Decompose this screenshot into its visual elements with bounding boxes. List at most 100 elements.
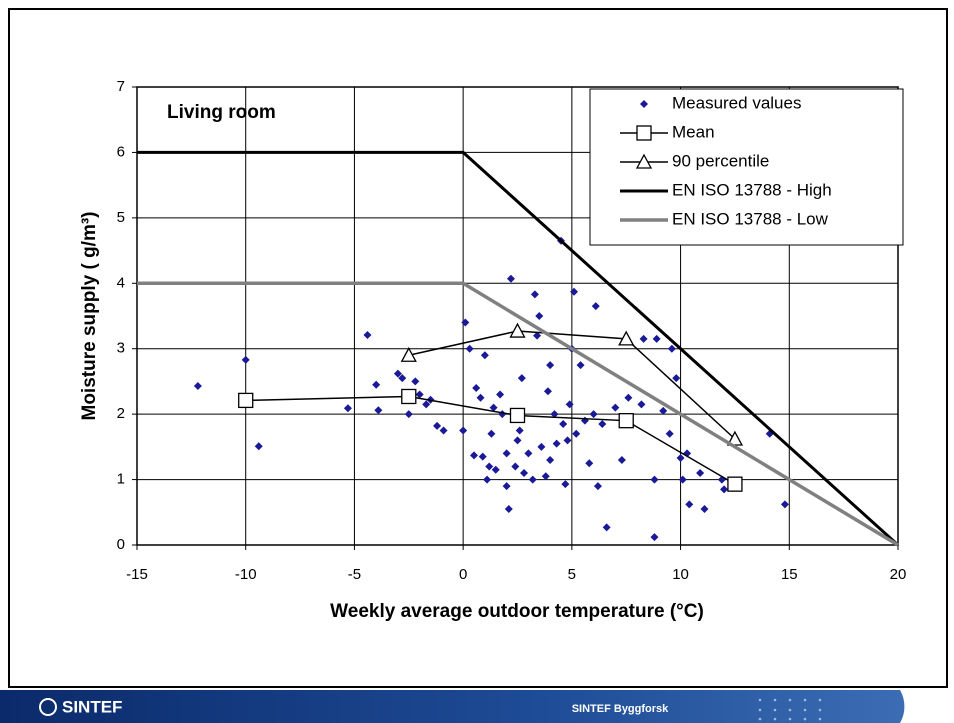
data-point <box>393 369 402 378</box>
marker <box>509 407 526 424</box>
x-tick-label: -5 <box>348 566 361 583</box>
data-point <box>489 403 498 412</box>
data-point <box>563 436 572 445</box>
x-tick-label: -15 <box>126 566 148 583</box>
data-point <box>439 426 448 435</box>
data-point <box>343 404 352 413</box>
data-point <box>576 361 585 370</box>
marker <box>618 413 634 429</box>
data-point <box>650 475 659 484</box>
data-point <box>504 505 513 514</box>
data-point <box>491 465 500 474</box>
data-point <box>543 387 552 396</box>
data-point <box>585 459 594 468</box>
data-point <box>517 374 526 383</box>
data-point <box>676 453 685 462</box>
logo-icon <box>39 698 57 716</box>
marker <box>727 476 743 492</box>
data-point <box>650 533 659 542</box>
data-point <box>487 429 496 438</box>
x-tick-label: 20 <box>890 566 907 583</box>
data-point <box>720 485 729 494</box>
y-tick-label: 4 <box>117 274 125 291</box>
data-point <box>478 452 487 461</box>
legend-label: 90 percentile <box>672 151 769 170</box>
legend-label: EN ISO 13788 - Low <box>672 209 829 228</box>
marker <box>400 346 417 362</box>
data-point <box>476 393 485 402</box>
data-point <box>480 351 489 360</box>
footer-logo: SINTEF <box>62 697 122 716</box>
footer-band <box>0 690 905 723</box>
data-point <box>624 393 633 402</box>
data-point <box>572 429 581 438</box>
data-point <box>506 274 515 283</box>
footer-dots <box>758 698 822 721</box>
y-tick-label: 7 <box>117 78 125 95</box>
series-line <box>137 281 899 547</box>
annotation: Living room <box>167 102 276 123</box>
data-point <box>459 426 468 435</box>
data-point <box>685 500 694 509</box>
data-point <box>550 410 559 419</box>
data-point <box>591 302 600 311</box>
y-axis-label: Moisture supply ( g/m³) <box>79 212 100 421</box>
data-point <box>254 442 263 451</box>
data-point <box>678 475 687 484</box>
data-point <box>398 374 407 383</box>
data-point <box>461 318 470 327</box>
data-point <box>780 500 789 509</box>
data-point <box>496 390 505 399</box>
x-tick-label: 5 <box>568 566 576 583</box>
data-point <box>559 419 568 428</box>
data-point <box>193 382 202 391</box>
data-point <box>570 287 579 296</box>
data-point <box>513 436 522 445</box>
data-point <box>374 406 383 415</box>
data-point <box>372 380 381 389</box>
data-point <box>696 469 705 478</box>
data-point <box>528 475 537 484</box>
slide-frame <box>8 8 948 688</box>
data-point <box>502 449 511 458</box>
data-point <box>602 523 611 532</box>
data-point <box>411 377 420 386</box>
data-point <box>470 451 479 460</box>
data-point <box>546 455 555 464</box>
legend-label: Measured values <box>672 93 801 112</box>
data-point <box>665 429 674 438</box>
data-point <box>502 482 511 491</box>
marker <box>618 330 635 346</box>
data-point <box>535 312 544 320</box>
data-point <box>415 390 424 399</box>
data-point <box>593 482 602 491</box>
marker <box>401 388 417 405</box>
data-point <box>552 439 561 448</box>
y-tick-label: 1 <box>117 471 125 488</box>
data-point <box>672 374 681 383</box>
y-tick-label: 2 <box>117 405 125 422</box>
data-point <box>241 355 250 364</box>
legend-symbol <box>636 125 652 141</box>
data-point <box>561 480 570 489</box>
data-point <box>524 449 533 458</box>
data-point <box>537 442 546 451</box>
legend-symbol <box>635 153 653 169</box>
y-tick-label: 3 <box>117 340 125 357</box>
series-line <box>137 150 900 547</box>
data-point <box>511 462 520 471</box>
y-tick-label: 0 <box>117 536 125 553</box>
data-point <box>404 410 413 419</box>
data-point <box>565 400 574 409</box>
data-point <box>611 403 620 412</box>
series-line <box>408 330 736 440</box>
data-point <box>546 361 555 370</box>
y-tick-label: 5 <box>117 209 125 226</box>
data-point <box>472 383 481 392</box>
data-point <box>465 344 474 353</box>
data-point <box>637 400 646 409</box>
y-tick-label: 6 <box>117 143 125 160</box>
legend-label: EN ISO 13788 - High <box>672 180 832 199</box>
data-point <box>700 505 709 514</box>
data-point <box>483 475 492 484</box>
